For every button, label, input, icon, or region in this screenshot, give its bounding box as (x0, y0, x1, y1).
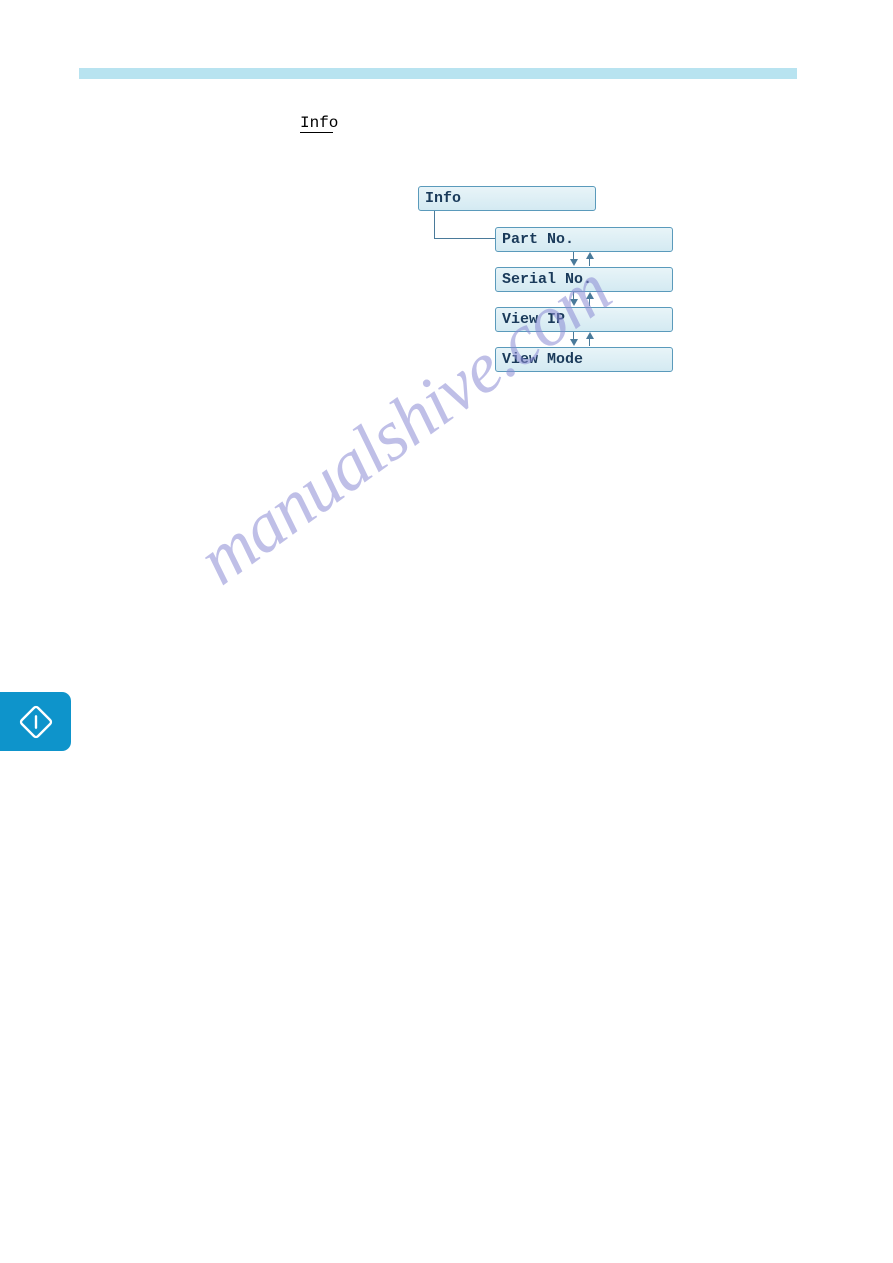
header-bar (79, 68, 797, 79)
node-info: Info (418, 186, 596, 211)
section-underline (300, 132, 333, 133)
arrow-connector (570, 252, 600, 266)
node-view-mode: View Mode (495, 347, 673, 372)
section-label: Info (300, 114, 338, 132)
diamond-info-icon (17, 703, 55, 741)
node-view-ip: View IP (495, 307, 673, 332)
node-serial-no: Serial No. (495, 267, 673, 292)
arrow-connector (570, 332, 600, 346)
node-label: View Mode (502, 351, 583, 368)
node-label: Serial No. (502, 271, 592, 288)
node-part-no: Part No. (495, 227, 673, 252)
node-label: Info (425, 190, 461, 207)
node-label: Part No. (502, 231, 574, 248)
arrow-connector (570, 292, 600, 306)
side-tab-button[interactable] (0, 692, 71, 751)
connector-elbow (434, 211, 495, 239)
node-label: View IP (502, 311, 565, 328)
